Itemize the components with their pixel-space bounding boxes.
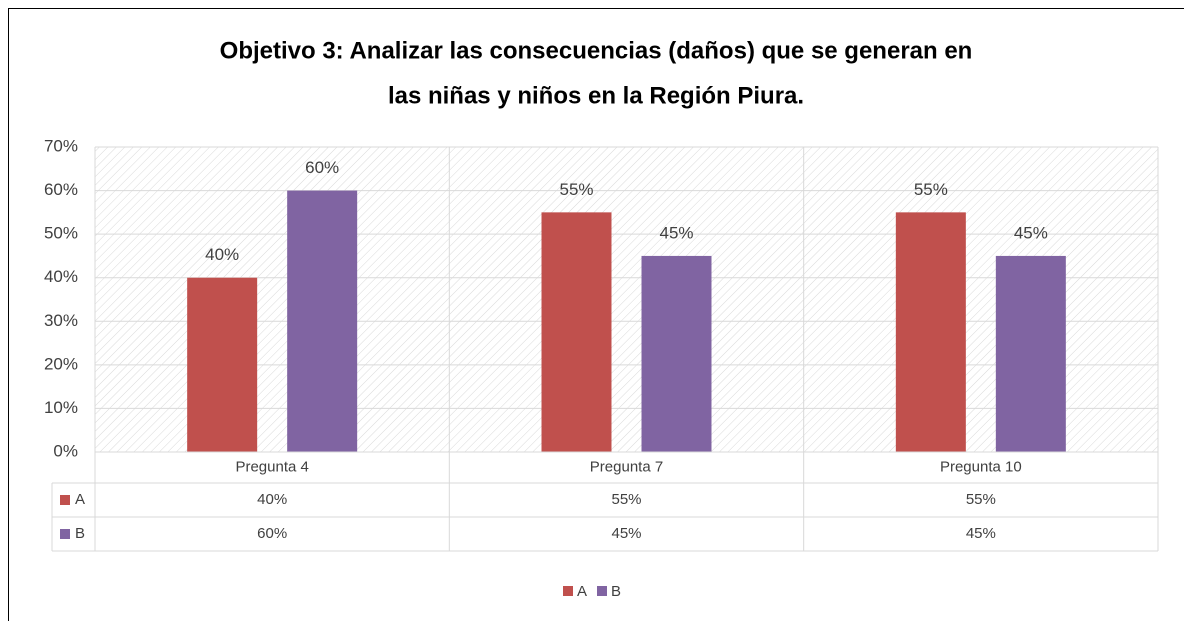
x-tick-label: Pregunta 4 <box>235 458 308 475</box>
table-cell: 60% <box>257 525 287 542</box>
bar <box>541 212 612 452</box>
legend-swatch <box>563 586 573 596</box>
frame <box>8 8 1184 621</box>
bar <box>895 212 966 452</box>
y-tick-label: 40% <box>44 267 78 286</box>
table-cell: 40% <box>257 491 287 508</box>
y-tick-label: 70% <box>44 136 78 155</box>
table-series-name: A <box>75 491 85 508</box>
legend-label: A <box>577 583 587 600</box>
data-label: 45% <box>659 223 693 242</box>
y-tick-label: 20% <box>44 354 78 373</box>
table-cell: 45% <box>966 525 996 542</box>
bar <box>641 255 712 452</box>
data-label: 45% <box>1014 223 1048 242</box>
y-tick-label: 0% <box>53 441 78 460</box>
x-tick-label: Pregunta 10 <box>940 458 1022 475</box>
table-cell: 55% <box>966 491 996 508</box>
legend-swatch <box>60 529 70 539</box>
y-tick-label: 10% <box>44 398 78 417</box>
bar <box>995 255 1066 452</box>
data-label: 55% <box>559 180 593 199</box>
bar <box>187 277 258 452</box>
legend-swatch <box>60 495 70 505</box>
table-cell: 45% <box>611 525 641 542</box>
y-tick-label: 30% <box>44 311 78 330</box>
bar <box>287 190 358 453</box>
legend-swatch <box>597 586 607 596</box>
data-label: 60% <box>305 158 339 177</box>
chart-title: Objetivo 3: Analizar las consecuencias (… <box>220 37 973 64</box>
y-tick-label: 60% <box>44 180 78 199</box>
data-label: 55% <box>914 180 948 199</box>
plot-background <box>95 147 1158 452</box>
chart-title: las niñas y niños en la Región Piura. <box>388 82 804 109</box>
x-tick-label: Pregunta 7 <box>590 458 663 475</box>
table-series-name: B <box>75 525 85 542</box>
y-tick-label: 50% <box>44 224 78 243</box>
table-cell: 55% <box>611 491 641 508</box>
legend-label: B <box>611 583 621 600</box>
data-label: 40% <box>205 245 239 264</box>
